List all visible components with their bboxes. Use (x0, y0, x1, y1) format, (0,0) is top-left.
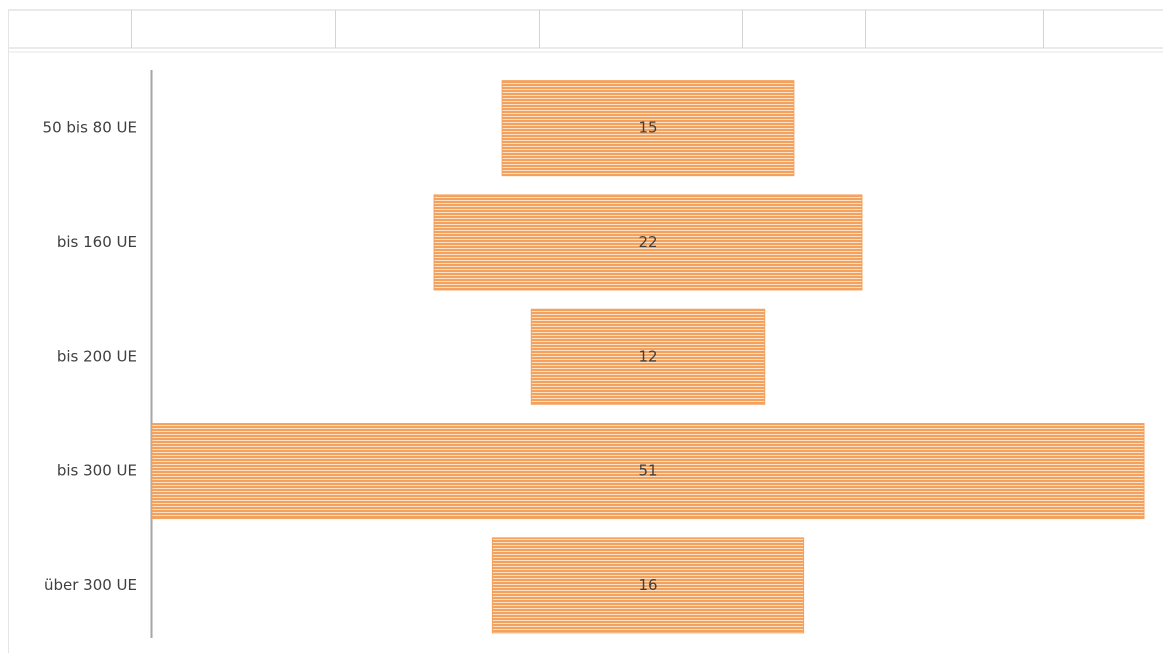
category-label: bis 300 UE (57, 462, 137, 480)
bar (491, 537, 805, 634)
bar (530, 308, 766, 405)
data-label: 12 (638, 347, 657, 365)
data-label: 22 (638, 233, 657, 251)
data-label: 15 (638, 119, 657, 137)
bar (151, 423, 1145, 520)
category-label: bis 200 UE (57, 347, 137, 365)
data-label: 51 (638, 462, 657, 480)
bar (501, 80, 795, 177)
bar (433, 194, 863, 291)
category-label: 50 bis 80 UE (43, 119, 137, 137)
category-label: bis 160 UE (57, 233, 137, 251)
category-label: über 300 UE (44, 576, 137, 594)
data-label: 16 (638, 576, 657, 594)
